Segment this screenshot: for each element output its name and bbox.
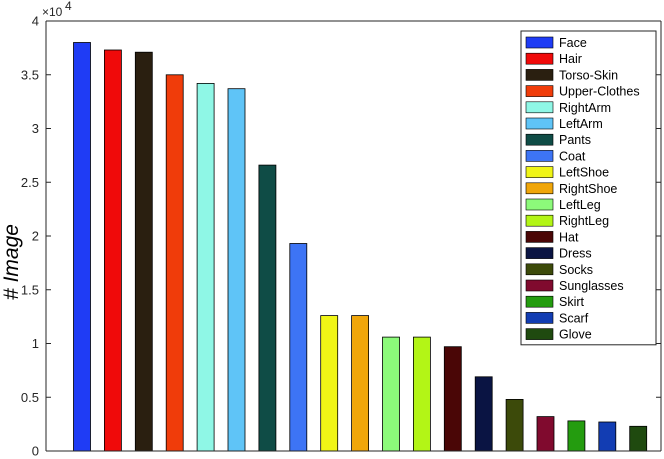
bar-rightleg: [412, 336, 431, 452]
legend-swatch: [525, 328, 554, 340]
legend-swatch: [525, 263, 554, 276]
legend-label: Socks: [559, 263, 593, 277]
legend-label: Pants: [559, 133, 591, 147]
legend-label: LeftShoe: [559, 166, 609, 180]
y-tick-label: 2: [32, 229, 39, 244]
y-tick-label: 3: [32, 121, 39, 136]
bar-rightshoe: [351, 315, 370, 452]
y-tick-label: 1: [32, 336, 39, 351]
y-tick-label: 1.5: [21, 282, 39, 297]
legend-label: Skirt: [559, 295, 585, 309]
legend-label: Hat: [559, 230, 579, 244]
legend-label: LeftArm: [559, 117, 603, 131]
bar-leftarm: [227, 88, 246, 452]
bar-glove: [629, 425, 648, 452]
legend-swatch: [525, 85, 554, 97]
legend-swatch: [525, 166, 554, 178]
y-axis-label: # Image: [0, 224, 23, 300]
legend-label: Torso-Skin: [559, 68, 618, 82]
y-exponent-power: 4: [65, 0, 72, 13]
legend-swatch: [525, 231, 554, 243]
legend-label: Face: [559, 36, 587, 50]
bars-group: [73, 42, 648, 452]
legend-label: LeftLeg: [559, 198, 601, 212]
legend-label: RightLeg: [559, 214, 609, 228]
bar-coat: [289, 243, 308, 452]
legend: Face Hair Torso-Skin Upper-Clothes RightArm L…: [520, 30, 657, 346]
legend-label: Coat: [559, 149, 586, 163]
legend-swatch: [525, 52, 554, 65]
legend-swatch: [525, 101, 554, 114]
legend-label: Sunglasses: [559, 279, 624, 293]
legend-swatch: [525, 117, 554, 130]
legend-swatch: [525, 69, 554, 81]
legend-label: RightShoe: [559, 182, 617, 196]
legend-swatch: [525, 247, 554, 259]
bar-dress: [474, 376, 493, 452]
bar-hair: [104, 49, 122, 452]
bar-torso-skin: [134, 51, 153, 452]
legend-swatch: [525, 214, 554, 227]
y-tick-label: 0.5: [21, 390, 39, 405]
y-exponent-base: ×10: [42, 5, 63, 19]
bar-face: [73, 42, 91, 452]
y-tick-label: 0: [32, 444, 39, 459]
legend-label: Glove: [559, 328, 592, 342]
y-tick-label: 2.5: [21, 175, 39, 190]
bar-socks: [505, 398, 524, 452]
legend-label: Hair: [559, 52, 582, 66]
bar-skirt: [567, 420, 586, 452]
legend-label: RightArm: [559, 101, 611, 115]
legend-swatch: [525, 36, 554, 49]
bar-leftshoe: [320, 315, 339, 452]
legend-swatch: [525, 279, 554, 292]
bar-sunglasses: [536, 416, 555, 452]
legend-swatch: [525, 133, 554, 146]
bar-scarf: [598, 421, 617, 452]
bar-rightarm: [196, 83, 215, 452]
legend-swatch: [525, 295, 554, 308]
legend-swatch: [525, 150, 554, 162]
legend-swatch: [525, 182, 554, 195]
y-ticks-group: 0 0.5 1 1.5 2 2.5 3 3.5 4: [21, 14, 661, 459]
y-tick-label: 3.5: [21, 67, 39, 82]
bar-hat: [443, 346, 462, 452]
bar-upper-clothes: [165, 74, 184, 452]
legend-swatch: [525, 312, 554, 324]
legend-label: Upper-Clothes: [559, 85, 640, 99]
bar-pants: [258, 164, 277, 452]
legend-swatch: [525, 198, 554, 211]
y-tick-label: 4: [32, 14, 39, 29]
legend-label: Scarf: [559, 311, 589, 325]
bar-leftleg: [382, 336, 400, 452]
legend-label: Dress: [559, 247, 592, 261]
